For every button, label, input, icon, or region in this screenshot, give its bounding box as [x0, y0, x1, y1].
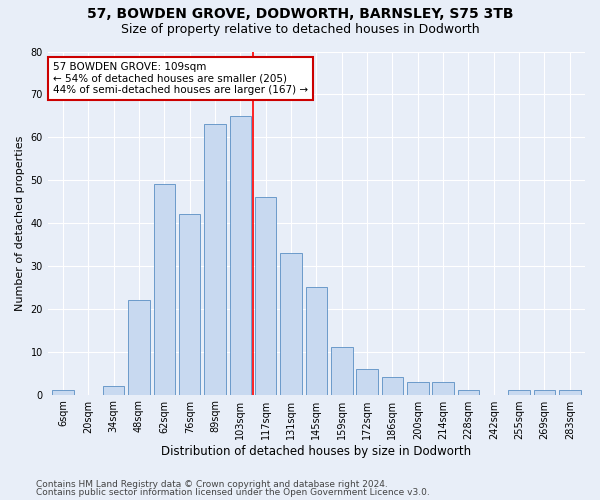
Text: Contains public sector information licensed under the Open Government Licence v3: Contains public sector information licen…: [36, 488, 430, 497]
Bar: [458, 390, 479, 394]
Bar: [128, 300, 150, 394]
X-axis label: Distribution of detached houses by size in Dodworth: Distribution of detached houses by size …: [161, 444, 472, 458]
Bar: [52, 390, 74, 394]
Text: Contains HM Land Registry data © Crown copyright and database right 2024.: Contains HM Land Registry data © Crown c…: [36, 480, 388, 489]
Bar: [103, 386, 124, 394]
Bar: [204, 124, 226, 394]
Bar: [508, 390, 530, 394]
Text: Size of property relative to detached houses in Dodworth: Size of property relative to detached ho…: [121, 22, 479, 36]
Bar: [407, 382, 428, 394]
Bar: [179, 214, 200, 394]
Bar: [331, 348, 353, 395]
Y-axis label: Number of detached properties: Number of detached properties: [15, 136, 25, 310]
Bar: [356, 369, 378, 394]
Bar: [559, 390, 581, 394]
Bar: [154, 184, 175, 394]
Text: 57, BOWDEN GROVE, DODWORTH, BARNSLEY, S75 3TB: 57, BOWDEN GROVE, DODWORTH, BARNSLEY, S7…: [87, 8, 513, 22]
Bar: [280, 253, 302, 394]
Text: 57 BOWDEN GROVE: 109sqm
← 54% of detached houses are smaller (205)
44% of semi-d: 57 BOWDEN GROVE: 109sqm ← 54% of detache…: [53, 62, 308, 95]
Bar: [305, 288, 327, 395]
Bar: [382, 378, 403, 394]
Bar: [255, 198, 277, 394]
Bar: [433, 382, 454, 394]
Bar: [533, 390, 555, 394]
Bar: [230, 116, 251, 394]
